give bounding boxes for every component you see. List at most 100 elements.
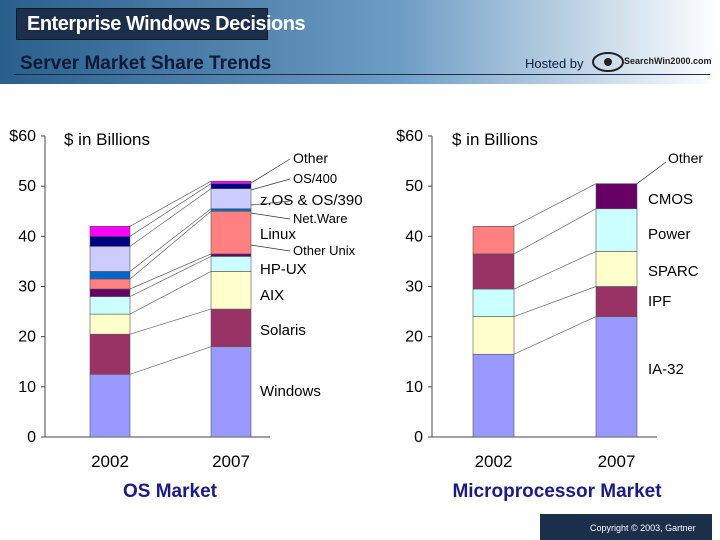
bar-segment-os-400: [89, 236, 131, 247]
hosted-by-label: Hosted by: [525, 56, 584, 71]
bar-segment-linux: [210, 210, 252, 255]
bar-segment-power: [472, 253, 515, 290]
x-tick-label: 2002: [91, 452, 129, 471]
series-label: Other: [668, 150, 703, 166]
searchwin-logo[interactable]: [590, 48, 718, 76]
bar-segment-hp-ux: [89, 296, 131, 315]
bar-segment-linux: [89, 278, 131, 290]
brand-box: Enterprise Windows Decisions: [16, 8, 306, 40]
leader-line: [129, 208, 212, 272]
leader-line: [513, 251, 597, 290]
series-label: Other Unix: [293, 243, 356, 258]
logo-text: SearchWin2000.com: [624, 56, 712, 66]
x-tick-label: 2002: [475, 452, 513, 471]
label-pointer: [250, 212, 291, 220]
leader-line: [129, 210, 212, 280]
bar-segment-ipf: [595, 286, 638, 317]
series-label: Power: [648, 226, 691, 243]
bar-segment-sparc: [595, 251, 638, 287]
leader-line: [129, 308, 212, 335]
bar-segment-other-unix: [89, 288, 131, 297]
x-tick-label: 2007: [598, 452, 636, 471]
bar-segment-net-ware: [89, 271, 131, 280]
series-label: HP-UX: [260, 261, 307, 278]
bar-segment-z-os-os-390: [89, 246, 131, 272]
bar-segment-solaris: [89, 333, 131, 375]
label-pointer: [250, 178, 291, 191]
y-tick-label: 10: [405, 379, 423, 396]
series-label: IPF: [648, 293, 671, 310]
chart-title: OS Market: [123, 481, 218, 502]
y-axis-label: $ in Billions: [452, 130, 538, 149]
leader-line: [129, 188, 212, 247]
bar-segment-windows: [89, 373, 131, 438]
x-tick-label: 2007: [212, 452, 250, 471]
series-label: AIX: [260, 287, 284, 304]
footer-bar: [540, 514, 712, 540]
y-tick-label: 50: [405, 178, 423, 195]
bar-segment-aix: [210, 271, 252, 310]
leader-line: [129, 271, 212, 315]
y-tick-label: 40: [405, 228, 423, 245]
y-tick-label: 40: [18, 228, 36, 245]
title-rule: [14, 74, 710, 75]
y-tick-label: 0: [27, 429, 36, 446]
leader-line: [513, 208, 597, 255]
series-label: OS/400: [293, 171, 337, 186]
bar-segment-sparc: [472, 288, 515, 317]
bar-segment-other: [89, 226, 131, 237]
bar-segment-ia-32: [595, 316, 638, 438]
leader-line: [513, 183, 597, 227]
leader-line: [129, 346, 212, 375]
bar-segment-cmos: [472, 226, 515, 255]
leader-line: [129, 180, 212, 227]
bar-segment-ipf: [472, 316, 515, 355]
bar-segment-ia-32: [472, 353, 515, 438]
bar-segment-cmos: [595, 183, 638, 210]
y-tick-label: 10: [18, 379, 36, 396]
slide-title: Server Market Share Trends: [20, 53, 272, 74]
y-tick-label: 30: [405, 279, 423, 296]
label-pointer: [250, 244, 291, 252]
bar-segment-other: [210, 180, 252, 184]
series-label: SPARC: [648, 263, 699, 280]
series-label: z.OS & OS/390: [260, 192, 363, 209]
y-tick-label: $60: [9, 128, 36, 145]
y-axis-label: $ in Billions: [64, 130, 150, 149]
bar-segment-net-ware: [210, 208, 252, 212]
bar-segment-os-400: [210, 183, 252, 189]
eye-pupil-icon: [604, 58, 612, 66]
leader-line: [129, 253, 212, 290]
brand-title: Enterprise Windows Decisions: [27, 13, 306, 35]
chart-title: Microprocessor Market: [452, 481, 662, 502]
bar-segment-windows: [210, 346, 252, 438]
y-tick-label: 20: [405, 329, 423, 346]
eye-icon: [592, 52, 624, 72]
leader-line: [513, 316, 597, 355]
bar-segment-aix: [89, 313, 131, 335]
label-pointer: [250, 158, 291, 184]
series-label: Solaris: [260, 322, 306, 339]
leader-line: [129, 183, 212, 237]
bar-segment-z-os-os-390: [210, 188, 252, 210]
bar-segment-hp-ux: [210, 256, 252, 272]
series-label: IA-32: [648, 361, 684, 378]
series-label: Windows: [260, 383, 321, 400]
label-pointer: [636, 161, 667, 184]
copyright: Copyright © 2003, Gartner: [590, 523, 696, 533]
y-tick-label: 50: [18, 178, 36, 195]
bar-segment-other-unix: [210, 253, 252, 257]
series-label: CMOS: [648, 191, 693, 208]
leader-line: [129, 256, 212, 297]
y-tick-label: 30: [18, 279, 36, 296]
series-label: Other: [293, 150, 328, 166]
label-pointer: [250, 200, 291, 206]
y-tick-label: $60: [396, 128, 423, 145]
bar-segment-solaris: [210, 308, 252, 348]
y-tick-label: 20: [18, 329, 36, 346]
series-label: Net.Ware: [293, 211, 347, 226]
series-label: Linux: [260, 226, 296, 243]
bar-segment-power: [595, 208, 638, 252]
leader-line: [513, 286, 597, 317]
